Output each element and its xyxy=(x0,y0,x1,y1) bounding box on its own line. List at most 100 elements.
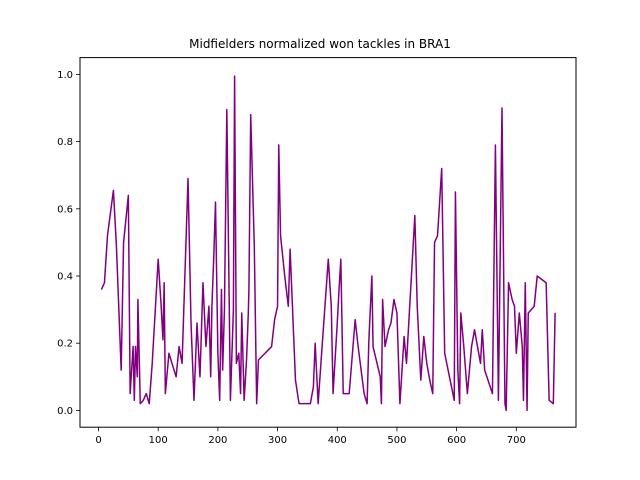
data-point xyxy=(463,346,465,347)
x-tick-label: 100 xyxy=(149,435,168,446)
data-point xyxy=(363,393,365,394)
data-point xyxy=(357,346,359,347)
x-axis: 0 100 200 300 400 500 600 700 xyxy=(95,427,526,446)
data-point xyxy=(354,319,356,321)
data-point xyxy=(444,352,446,354)
data-point xyxy=(552,403,554,405)
data-point xyxy=(287,305,289,307)
data-point xyxy=(312,386,314,388)
data-point xyxy=(250,114,252,116)
y-tick-label: 0.8 xyxy=(57,137,73,148)
y-tick-label: 1.0 xyxy=(57,70,73,81)
data-point xyxy=(202,282,204,284)
data-point xyxy=(524,282,526,284)
data-point xyxy=(459,403,461,405)
plot-area xyxy=(100,75,556,412)
data-point xyxy=(495,144,496,146)
data-point xyxy=(338,289,340,290)
data-point xyxy=(466,393,468,394)
data-point xyxy=(246,359,247,361)
data-point xyxy=(160,305,162,307)
data-point xyxy=(460,312,462,314)
data-point xyxy=(399,403,401,405)
data-point xyxy=(233,309,234,310)
data-point xyxy=(139,403,141,405)
data-point xyxy=(243,399,245,401)
data-point xyxy=(168,352,170,354)
data-point xyxy=(504,403,506,405)
data-point xyxy=(199,376,201,378)
data-point xyxy=(527,312,529,314)
data-point xyxy=(135,346,136,347)
data-point xyxy=(340,258,342,260)
data-point xyxy=(480,362,481,364)
data-point xyxy=(289,248,291,250)
data-point xyxy=(148,403,150,405)
data-point xyxy=(471,346,472,347)
data-point xyxy=(215,201,216,203)
data-point xyxy=(379,376,381,378)
data-point xyxy=(420,379,422,381)
y-tick-label: 0.4 xyxy=(57,272,73,283)
data-point xyxy=(241,312,243,314)
data-point xyxy=(518,312,520,314)
data-point xyxy=(332,393,334,394)
data-point xyxy=(164,393,166,394)
data-point xyxy=(508,282,509,284)
data-point xyxy=(423,336,425,337)
data-point xyxy=(381,403,382,405)
data-point xyxy=(234,75,235,77)
data-point xyxy=(278,144,280,146)
data-point xyxy=(258,359,259,361)
y-tick-label: 0.0 xyxy=(57,406,73,417)
data-point xyxy=(217,352,219,354)
data-point xyxy=(330,305,332,307)
data-point xyxy=(256,403,258,405)
data-point xyxy=(342,393,344,394)
data-point xyxy=(280,235,281,237)
data-point xyxy=(441,168,443,169)
data-point xyxy=(492,393,493,394)
data-point xyxy=(190,322,192,324)
data-point xyxy=(414,215,416,216)
data-point xyxy=(406,362,407,364)
data-point xyxy=(498,399,499,401)
data-point xyxy=(133,399,135,401)
data-point xyxy=(320,359,322,361)
data-point xyxy=(240,393,241,394)
data-point xyxy=(104,282,105,284)
data-point xyxy=(247,312,249,314)
data-point xyxy=(368,339,370,341)
chart-title: Midfielders normalized won tackles in BR… xyxy=(189,37,451,51)
data-point xyxy=(372,346,374,347)
data-point xyxy=(235,362,237,364)
data-point xyxy=(136,376,138,378)
data-point xyxy=(536,275,538,277)
data-point xyxy=(213,258,215,260)
data-point xyxy=(208,305,210,307)
data-point xyxy=(145,393,147,394)
x-tick-label: 600 xyxy=(447,435,466,446)
data-point xyxy=(457,369,459,371)
data-point xyxy=(455,191,456,193)
data-point xyxy=(277,305,278,307)
data-point xyxy=(477,346,478,347)
data-point xyxy=(317,403,319,405)
x-tick-label: 0 xyxy=(95,435,101,446)
data-point xyxy=(514,305,515,307)
data-point xyxy=(327,258,329,260)
data-point xyxy=(348,393,350,394)
data-point xyxy=(523,399,524,401)
data-point xyxy=(366,403,368,405)
data-point xyxy=(196,322,198,324)
data-point xyxy=(107,235,108,237)
data-point xyxy=(309,403,311,405)
data-point xyxy=(437,235,438,237)
data-point xyxy=(253,245,255,247)
data-point xyxy=(393,299,395,300)
data-point xyxy=(554,312,556,314)
data-point xyxy=(210,376,212,378)
data-point xyxy=(545,282,547,284)
data-point xyxy=(388,329,389,331)
